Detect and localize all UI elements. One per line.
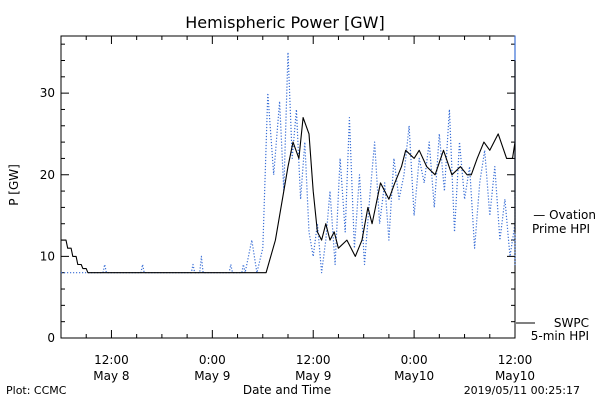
x-tick-time-label: 0:00 — [199, 353, 226, 367]
x-axis-ticks: 12:00 May 8 0:00 May 9 12:00 May 9 0:00 May10 12… — [60, 36, 535, 383]
legend-ovation-line1: — Ovation — [533, 208, 596, 222]
series-line-ovation — [61, 35, 516, 274]
y-axis-ticks: 0 10 20 30 — [40, 43, 515, 345]
x-axis-label: Date and Time — [243, 383, 331, 397]
legend-entry-swpc: SWPC 5-min HPI — [516, 316, 589, 343]
plot-area-frame — [60, 35, 516, 339]
x-tick-time-label: 0:00 — [401, 353, 428, 367]
legend-swpc-line1: SWPC — [554, 316, 589, 330]
x-tick-date-label: May10 — [394, 369, 434, 383]
x-tick-date-label: May 9 — [295, 369, 331, 383]
legend-ovation-line2: Prime HPI — [532, 222, 590, 236]
chart-title: Hemispheric Power [GW] — [185, 13, 384, 32]
plot-credit: Plot: CCMC — [6, 384, 67, 397]
series-line-swpc — [61, 60, 516, 274]
y-tick-label: 30 — [40, 86, 55, 100]
x-tick-time-label: 12:00 — [296, 353, 331, 367]
x-tick-time-label: 12:00 — [94, 353, 129, 367]
x-tick-date-label: May10 — [495, 369, 535, 383]
x-tick-time-label: 12:00 — [498, 353, 533, 367]
y-tick-label: 0 — [47, 331, 55, 345]
plot-timestamp: 2019/05/11 00:25:17 — [464, 384, 580, 397]
legend-entry-ovation: — Ovation Prime HPI — [532, 208, 596, 236]
y-axis-label: P [GW] — [7, 164, 21, 206]
x-tick-date-label: May 9 — [194, 369, 230, 383]
series-layer — [61, 35, 516, 274]
legend-swpc-line2: 5-min HPI — [531, 329, 589, 343]
y-tick-label: 10 — [40, 249, 55, 263]
x-tick-date-label: May 8 — [93, 369, 129, 383]
y-tick-label: 20 — [40, 168, 55, 182]
